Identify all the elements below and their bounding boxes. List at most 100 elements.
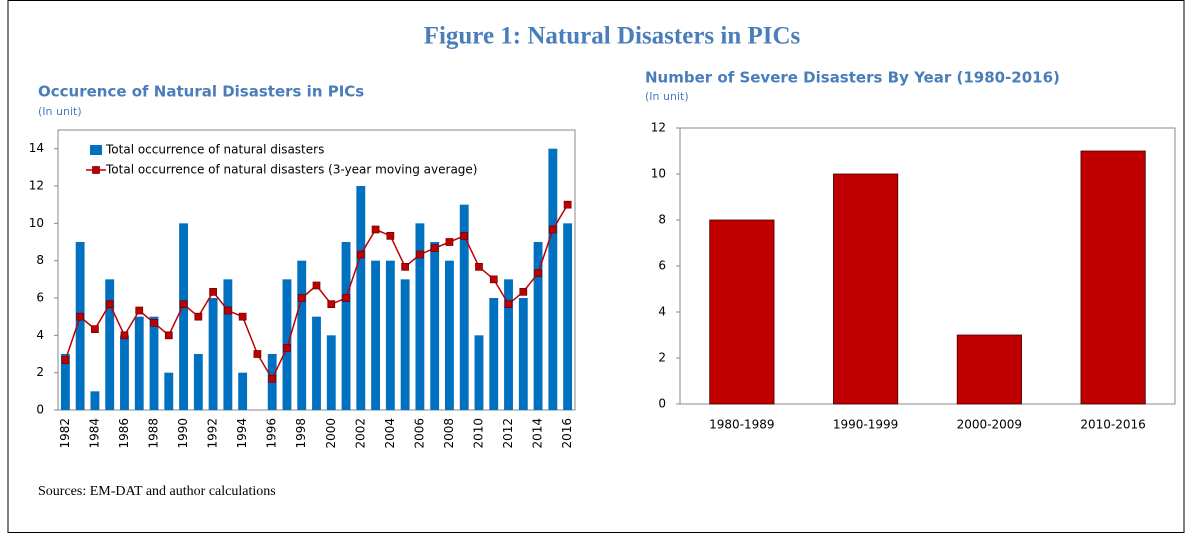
x-tick-label: 2004: [383, 418, 397, 449]
marker: [297, 294, 306, 302]
y-tick-label: 4: [658, 305, 666, 319]
marker: [430, 244, 439, 253]
marker: [238, 312, 247, 321]
x-tick-label: 2000-2009: [957, 418, 1022, 432]
x-tick-label: 2016: [560, 418, 574, 449]
legend-label: Total occurrence of natural disasters: [105, 143, 324, 157]
x-tick-label: 2000: [324, 418, 338, 449]
bar: [518, 298, 528, 410]
bar: [474, 335, 484, 410]
bar: [415, 223, 425, 410]
bar: [120, 335, 129, 410]
marker: [179, 300, 188, 309]
y-tick-label: 14: [29, 141, 44, 155]
x-tick-label: 1998: [294, 418, 308, 449]
bar: [164, 372, 174, 410]
bar: [400, 279, 410, 410]
x-tick-label: 2012: [501, 418, 515, 449]
marker: [283, 343, 291, 352]
legend-swatch: [90, 145, 102, 155]
y-tick-label: 10: [29, 216, 44, 230]
bar: [312, 316, 321, 410]
bar: [533, 242, 543, 410]
bar: [179, 223, 188, 410]
x-tick-label: 1990-1999: [833, 418, 898, 432]
bar: [430, 242, 440, 410]
legend-label: Total occurrence of natural disasters (3…: [105, 163, 477, 177]
frame: [7, 0, 1185, 533]
marker: [489, 275, 498, 284]
marker: [563, 200, 572, 209]
bar: [238, 372, 248, 410]
chart-subtitle: (In unit): [645, 90, 689, 103]
bar: [548, 148, 558, 410]
bar: [445, 260, 454, 410]
marker: [401, 262, 409, 271]
x-tick-label: 1996: [265, 418, 279, 449]
y-tick-label: 0: [658, 397, 666, 411]
y-tick-label: 12: [29, 179, 44, 193]
marker: [342, 294, 350, 302]
legend-swatch: [92, 166, 100, 174]
x-tick-label: 1988: [147, 418, 161, 449]
bar: [371, 260, 381, 410]
marker: [224, 306, 232, 315]
marker: [460, 231, 469, 240]
y-tick-label: 12: [651, 121, 666, 135]
bar: [193, 354, 203, 410]
x-tick-label: 2010-2016: [1080, 418, 1145, 432]
bar: [149, 316, 159, 410]
marker: [504, 300, 513, 309]
x-tick-label: 1984: [87, 418, 101, 449]
marker: [268, 374, 277, 383]
marker: [135, 306, 144, 315]
y-tick-label: 8: [658, 213, 666, 227]
bar: [1080, 150, 1146, 405]
bar: [956, 334, 1022, 405]
x-tick-label: 2006: [412, 418, 426, 449]
y-tick-label: 10: [651, 167, 666, 181]
x-tick-label: 1986: [117, 418, 131, 449]
bar: [489, 298, 499, 410]
bar: [208, 298, 218, 410]
marker: [416, 250, 424, 259]
marker: [534, 269, 542, 278]
bar: [504, 279, 513, 410]
marker: [61, 356, 70, 365]
y-tick-label: 8: [36, 253, 44, 267]
bar: [105, 279, 115, 410]
marker: [327, 300, 336, 309]
marker: [253, 350, 262, 358]
figure-title: Figure 1: Natural Disasters in PICs: [424, 23, 801, 50]
bar: [134, 316, 144, 410]
bar: [459, 204, 469, 410]
y-tick-label: 0: [36, 403, 44, 417]
bar: [563, 223, 573, 410]
marker: [194, 312, 203, 321]
x-tick-label: 1994: [235, 418, 249, 449]
y-tick-label: 2: [658, 351, 666, 365]
bar: [709, 219, 775, 405]
x-tick-label: 1992: [206, 418, 220, 449]
marker: [120, 331, 129, 340]
chart-subtitle: (In unit): [38, 105, 82, 118]
y-tick-label: 6: [658, 259, 666, 273]
marker: [548, 225, 557, 234]
marker: [475, 262, 483, 271]
x-tick-label: 1990: [176, 418, 190, 449]
x-tick-label: 2014: [531, 418, 545, 449]
bar: [385, 260, 395, 410]
chart-title: Number of Severe Disasters By Year (1980…: [645, 69, 1060, 87]
marker: [519, 287, 528, 296]
marker: [445, 238, 454, 246]
x-tick-label: 1980-1989: [709, 418, 774, 432]
bar: [356, 186, 366, 410]
bar: [75, 242, 85, 410]
bar: [341, 242, 351, 410]
marker: [105, 300, 114, 309]
y-tick-label: 4: [36, 328, 44, 342]
marker: [356, 250, 365, 259]
y-tick-label: 6: [36, 291, 44, 305]
marker: [91, 325, 99, 334]
